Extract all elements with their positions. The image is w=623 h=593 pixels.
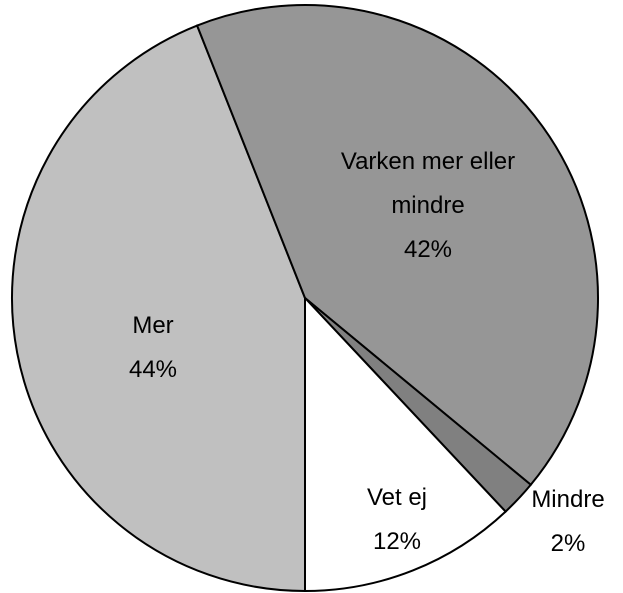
pie-slice bbox=[11, 24, 306, 593]
slice-name: Varken mer eller mindre bbox=[340, 148, 516, 219]
slice-name: Mer bbox=[132, 312, 174, 339]
slice-label: Mer 44% bbox=[78, 304, 228, 392]
slice-label: Vet ej 12% bbox=[337, 476, 457, 564]
slice-value: 44% bbox=[128, 356, 178, 383]
slice-name: Vet ej bbox=[366, 484, 428, 511]
slice-value: 42% bbox=[403, 236, 453, 263]
pie-slice bbox=[195, 4, 599, 487]
slice-value: 12% bbox=[372, 528, 422, 555]
slice-label: Varken mer eller mindre 42% bbox=[338, 140, 518, 272]
slice-name: Mindre bbox=[531, 486, 605, 513]
slice-value: 2% bbox=[550, 530, 586, 557]
pie-slice bbox=[304, 295, 507, 593]
slice-label: Mindre 2% bbox=[508, 478, 623, 566]
